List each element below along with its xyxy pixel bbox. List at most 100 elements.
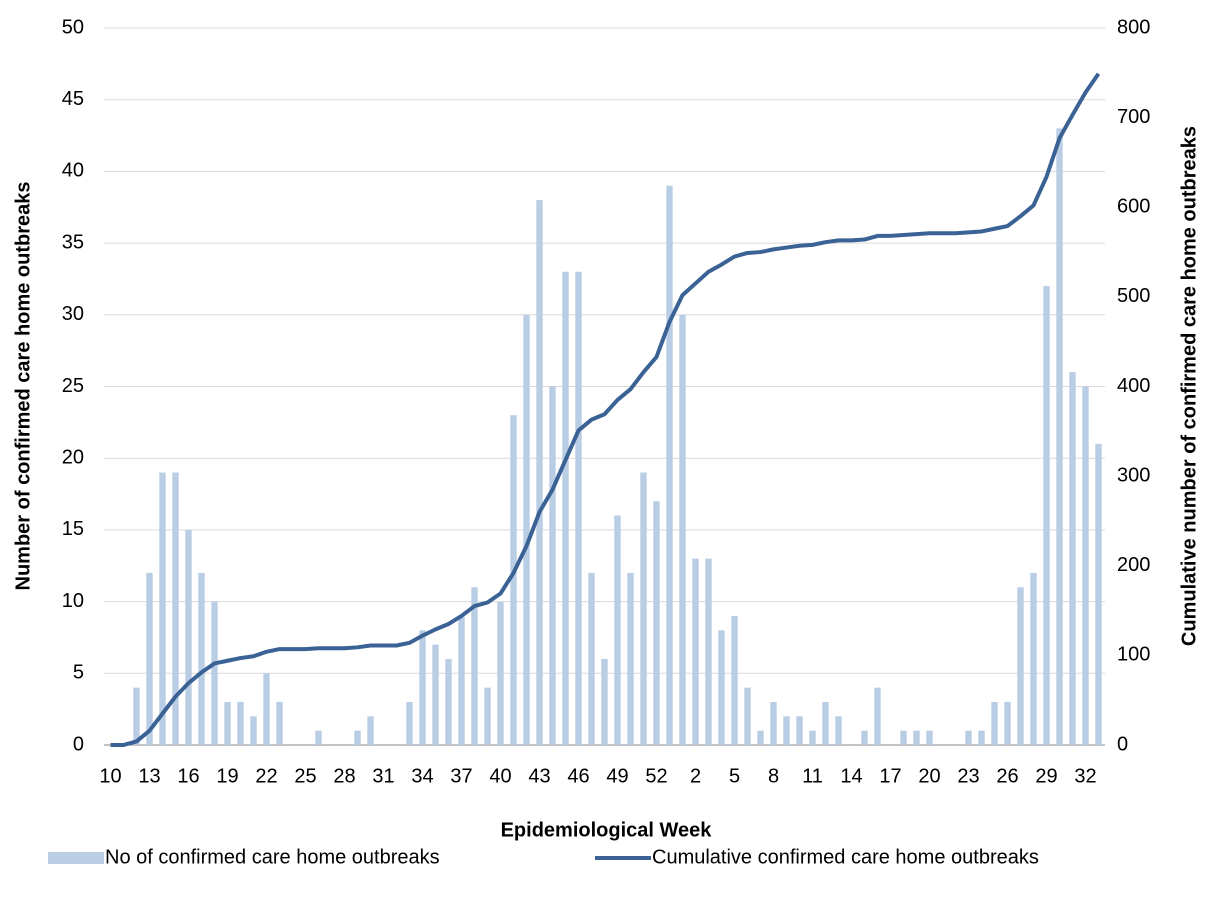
- bar: [796, 716, 803, 745]
- bar: [874, 687, 881, 745]
- bar: [419, 630, 426, 745]
- y-tick-label: 50: [62, 16, 84, 38]
- bar: [406, 701, 413, 745]
- bar: [315, 730, 322, 745]
- x-tick-label: 25: [294, 765, 316, 787]
- x-tick-label: 23: [957, 765, 979, 787]
- bar: [237, 701, 244, 745]
- bar: [666, 185, 673, 746]
- bar: [1043, 286, 1050, 745]
- bar: [276, 701, 283, 745]
- x-tick-label: 32: [1074, 765, 1096, 787]
- y-tick-label: 0: [73, 733, 84, 755]
- bar: [471, 587, 478, 745]
- bar: [822, 701, 829, 745]
- bar: [926, 730, 933, 745]
- y-tick-label: 15: [62, 518, 84, 540]
- bar: [523, 314, 530, 745]
- bar: [263, 673, 270, 745]
- y2-tick-label: 500: [1117, 285, 1150, 307]
- bar: [640, 472, 647, 745]
- bar: [991, 701, 998, 745]
- bar: [978, 730, 985, 745]
- bar: [1004, 701, 1011, 745]
- y-tick-label: 10: [62, 590, 84, 612]
- bar: [809, 730, 816, 745]
- x-axis-title: Epidemiological Week: [501, 819, 713, 841]
- bar: [1030, 572, 1037, 745]
- bar: [1056, 128, 1063, 745]
- y-tick-label: 25: [62, 375, 84, 397]
- y-tick-label: 40: [62, 160, 84, 182]
- bar: [458, 615, 465, 745]
- bar: [913, 730, 920, 745]
- x-tick-label: 52: [645, 765, 667, 787]
- y2-tick-label: 200: [1117, 554, 1150, 576]
- bar: [575, 271, 582, 745]
- y2-tick-label: 100: [1117, 644, 1150, 666]
- bar: [224, 701, 231, 745]
- bar: [1017, 587, 1024, 745]
- bar: [484, 687, 491, 745]
- bar: [965, 730, 972, 745]
- x-tick-label: 34: [411, 765, 433, 787]
- bar: [354, 730, 361, 745]
- legend-label: Cumulative confirmed care home outbreaks: [652, 846, 1039, 868]
- bar: [627, 572, 634, 745]
- bar: [861, 730, 868, 745]
- bar: [172, 472, 179, 745]
- bar: [562, 271, 569, 745]
- bar: [692, 558, 699, 745]
- x-tick-label: 14: [840, 765, 862, 787]
- y-tick-label: 5: [73, 662, 84, 684]
- bar: [146, 572, 153, 745]
- bar: [1082, 386, 1089, 745]
- bar: [783, 716, 790, 745]
- y-tick-label: 35: [62, 231, 84, 253]
- x-tick-label: 29: [1035, 765, 1057, 787]
- y2-tick-label: 700: [1117, 106, 1150, 128]
- x-tick-label: 43: [528, 765, 550, 787]
- x-tick-label: 20: [918, 765, 940, 787]
- y-tick-label: 45: [62, 88, 84, 110]
- x-tick-label: 5: [729, 765, 740, 787]
- x-tick-label: 2: [690, 765, 701, 787]
- bar: [510, 415, 517, 745]
- bar: [250, 716, 257, 745]
- x-tick-label: 17: [879, 765, 901, 787]
- legend-label: No of confirmed care home outbreaks: [105, 846, 440, 868]
- bar: [198, 572, 205, 745]
- bar: [1069, 372, 1076, 745]
- y2-tick-label: 600: [1117, 196, 1150, 218]
- x-tick-label: 22: [255, 765, 277, 787]
- bar: [705, 558, 712, 745]
- bar: [536, 200, 543, 745]
- bar: [549, 386, 556, 745]
- bar: [679, 314, 686, 745]
- y2-tick-label: 300: [1117, 464, 1150, 486]
- bar: [133, 687, 140, 745]
- y-tick-label: 20: [62, 446, 84, 468]
- bar: [185, 529, 192, 745]
- y2-axis-title: Cumulative number of confirmed care home…: [1178, 126, 1200, 646]
- line: [110, 72, 1101, 747]
- x-tick-label: 8: [768, 765, 779, 787]
- bar: [497, 601, 504, 745]
- x-tick-label: 10: [99, 765, 121, 787]
- bar: [718, 630, 725, 745]
- bar: [900, 730, 907, 745]
- x-tick-label: 49: [606, 765, 628, 787]
- bar: [757, 730, 764, 745]
- x-tick-label: 16: [177, 765, 199, 787]
- x-tick-label: 40: [489, 765, 511, 787]
- bar: [614, 515, 621, 745]
- bar: [211, 601, 218, 745]
- y2-tick-label: 0: [1117, 733, 1128, 755]
- y-axis-title: Number of confirmed care home outbreaks: [12, 182, 34, 591]
- x-tick-label: 13: [138, 765, 160, 787]
- y2-tick-label: 400: [1117, 375, 1150, 397]
- x-tick-label: 11: [802, 765, 823, 787]
- x-tick-label: 26: [996, 765, 1018, 787]
- x-tick-label: 46: [567, 765, 589, 787]
